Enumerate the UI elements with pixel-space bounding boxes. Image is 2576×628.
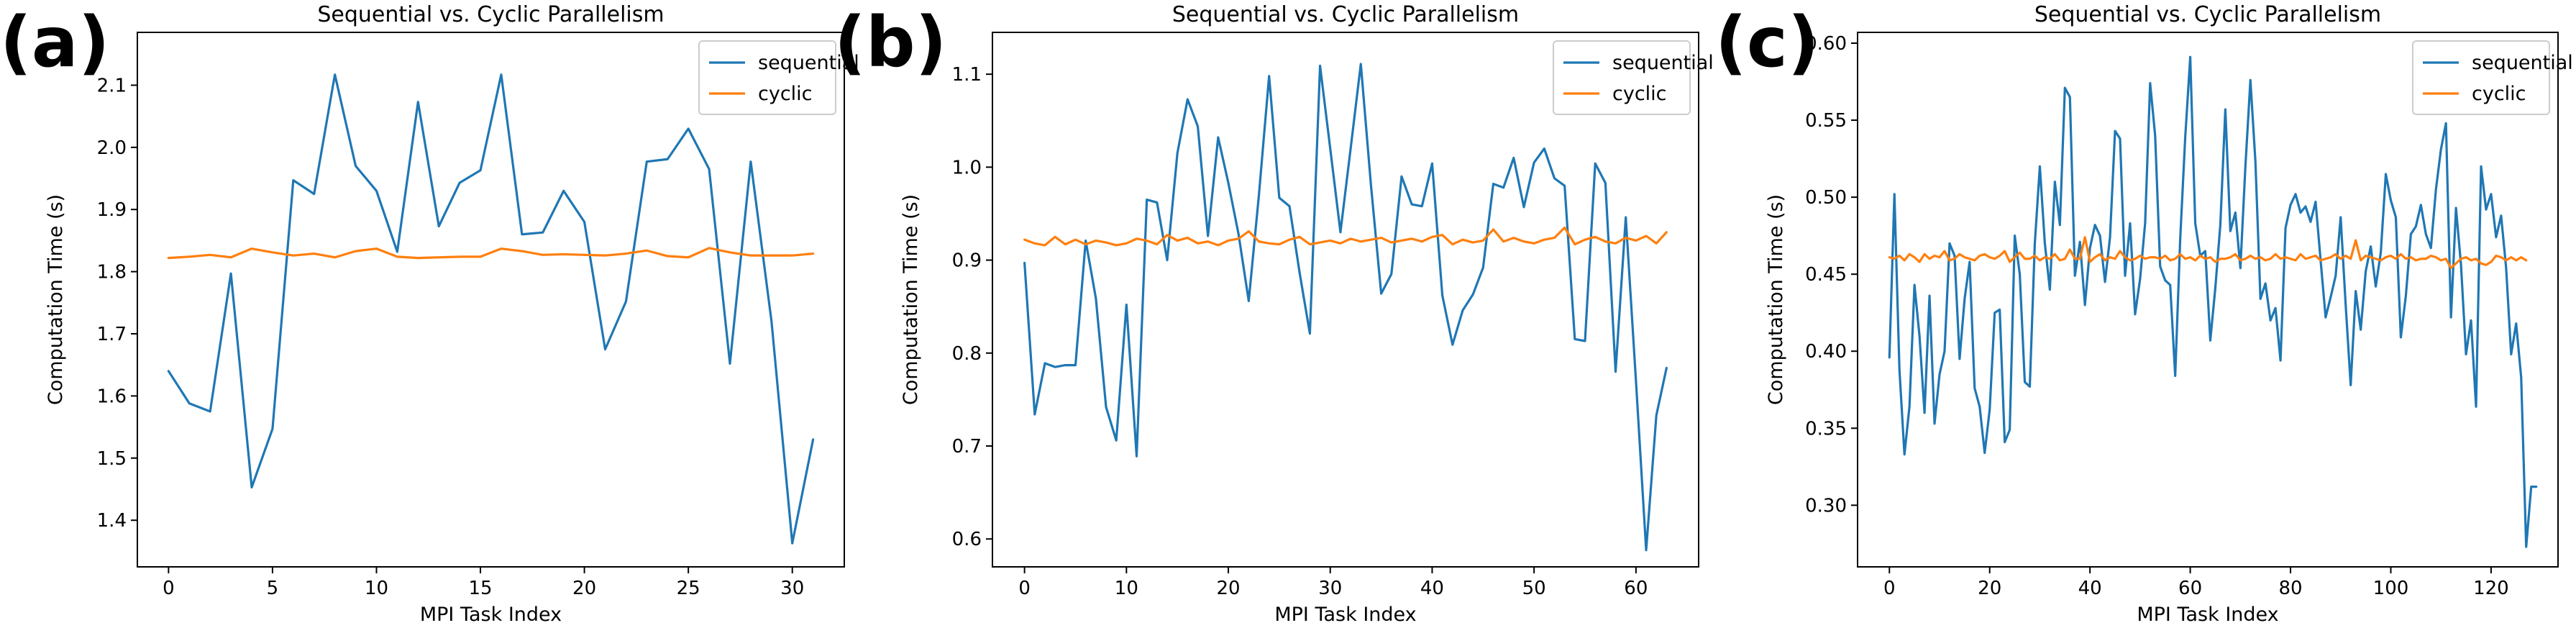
- chart-panel-1: (a) Sequential vs. Cyclic Parallelism 0 5 10…: [0, 2, 859, 626]
- y-tick-label: 0.50: [1805, 187, 1847, 209]
- panel-letter: (c): [1715, 2, 1819, 83]
- series-line-cyclic: [167, 247, 815, 260]
- x-tick-label: 20: [1978, 578, 2001, 599]
- x-tick-label: 0: [163, 578, 175, 599]
- y-tick-label: 1.7: [97, 324, 127, 345]
- legend: sequential cyclic: [1553, 40, 1714, 115]
- legend-label-sequential: sequential: [1612, 52, 1714, 74]
- y-axis-label: Computation Time (s): [1765, 194, 1787, 405]
- x-tick-label: 40: [2078, 578, 2102, 599]
- y-tick-label: 0.8: [952, 343, 982, 365]
- series-line-sequential: [1023, 63, 1668, 552]
- x-tick-label: 100: [2373, 578, 2409, 599]
- y-tick-label: 2.1: [97, 75, 127, 96]
- x-tick-label: 0: [1883, 578, 1896, 599]
- series-line-sequential: [1888, 55, 2538, 548]
- x-tick-label: 5: [267, 578, 279, 599]
- x-tick-label: 120: [2473, 578, 2509, 599]
- legend: sequential cyclic: [698, 40, 859, 115]
- y-tick-label: 0.55: [1805, 110, 1847, 132]
- legend-box: [1553, 40, 1691, 115]
- x-tick-label: 10: [1115, 578, 1138, 599]
- legend-label-sequential: sequential: [758, 52, 859, 74]
- x-tick-label: 50: [1522, 578, 1546, 599]
- x-tick-label: 25: [677, 578, 700, 599]
- chart-panel-2: (b) Sequential vs. Cyclic Parallelism 0 10 2…: [834, 2, 1714, 626]
- y-tick-label: 1.9: [97, 199, 127, 221]
- y-tick-label: 1.0: [952, 157, 982, 178]
- x-tick-label: 15: [468, 578, 492, 599]
- x-axis-label: MPI Task Index: [420, 604, 562, 626]
- x-tick-label: 40: [1420, 578, 1444, 599]
- x-tick-label: 30: [780, 578, 804, 599]
- axes-frame: [992, 32, 1699, 568]
- panel-letter: (b): [834, 2, 946, 83]
- y-tick-label: 1.4: [97, 510, 127, 532]
- series-line-cyclic: [1023, 226, 1668, 247]
- y-tick-label: 1.5: [97, 448, 127, 470]
- y-tick-label: 1.1: [952, 64, 982, 86]
- y-tick-label: 2.0: [97, 137, 127, 159]
- legend: sequential cyclic: [2412, 40, 2573, 115]
- axes-frame: [137, 32, 845, 568]
- y-axis-label: Computation Time (s): [900, 194, 922, 405]
- legend-label-cyclic: cyclic: [758, 83, 813, 105]
- chart-title: Sequential vs. Cyclic Parallelism: [1172, 2, 1519, 27]
- legend-label-cyclic: cyclic: [2472, 83, 2526, 105]
- axes-frame: [1857, 32, 2559, 568]
- y-tick-label: 0.35: [1805, 418, 1847, 440]
- y-tick-label: 0.40: [1805, 341, 1847, 363]
- y-tick-label: 0.60: [1805, 33, 1847, 55]
- x-tick-label: 20: [1216, 578, 1240, 599]
- x-tick-label: 80: [2278, 578, 2302, 599]
- x-axis-label: MPI Task Index: [1274, 604, 1416, 626]
- panel-letter: (a): [0, 2, 110, 83]
- legend-box: [2412, 40, 2550, 115]
- x-tick-label: 60: [2178, 578, 2202, 599]
- y-tick-label: 0.45: [1805, 264, 1847, 286]
- y-tick-label: 0.30: [1805, 495, 1847, 516]
- y-tick-label: 1.8: [97, 262, 127, 283]
- x-tick-label: 10: [365, 578, 388, 599]
- y-tick-label: 0.6: [952, 529, 982, 550]
- chart-title: Sequential vs. Cyclic Parallelism: [317, 2, 664, 27]
- x-tick-label: 20: [572, 578, 596, 599]
- y-axis-label: Computation Time (s): [45, 194, 67, 405]
- legend-label-cyclic: cyclic: [1612, 83, 1667, 105]
- y-tick-label: 1.6: [97, 386, 127, 407]
- chart-panel-3: (c) Sequential vs. Cyclic Parallelism 0 20 4…: [1715, 2, 2573, 626]
- x-tick-label: 30: [1318, 578, 1342, 599]
- series-line-sequential: [167, 73, 815, 545]
- chart-title: Sequential vs. Cyclic Parallelism: [2034, 2, 2381, 27]
- x-tick-label: 0: [1018, 578, 1031, 599]
- y-tick-label: 0.7: [952, 436, 982, 458]
- x-axis-label: MPI Task Index: [2137, 604, 2278, 626]
- series-line-cyclic: [1888, 236, 2528, 270]
- legend-label-sequential: sequential: [2472, 52, 2573, 74]
- legend-box: [698, 40, 836, 115]
- y-tick-label: 0.9: [952, 250, 982, 272]
- x-tick-label: 60: [1624, 578, 1648, 599]
